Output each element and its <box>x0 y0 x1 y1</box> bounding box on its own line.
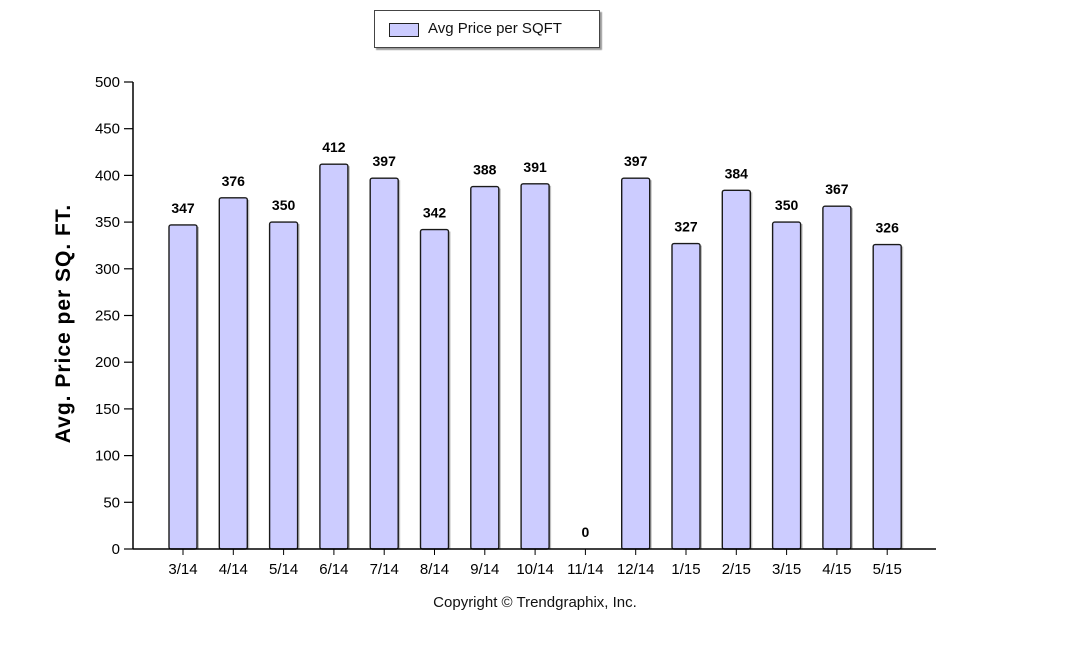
bar-9/14 <box>470 185 500 550</box>
bar-5/15 <box>872 243 902 550</box>
y-tick-label: 300 <box>95 261 120 278</box>
bar-3/14 <box>168 224 198 550</box>
data-label: 0 <box>582 524 590 540</box>
x-tick-label: 3/14 <box>168 561 197 578</box>
legend: Avg Price per SQFT <box>374 10 600 48</box>
x-tick-label: 9/14 <box>470 561 499 578</box>
x-tick-label: 11/14 <box>567 561 603 578</box>
bar-5/14 <box>268 221 299 550</box>
y-tick-label: 500 <box>95 74 120 91</box>
data-label: 326 <box>876 220 900 236</box>
x-tick-label: 5/14 <box>269 561 298 578</box>
data-label: 391 <box>523 159 547 175</box>
bar-3/15 <box>771 221 802 550</box>
bar-4/15 <box>822 205 852 550</box>
x-tick-label: 4/15 <box>822 561 851 578</box>
y-axis-title: Avg. Price per SQ. FT. <box>52 204 75 443</box>
bar-1/15 <box>671 242 701 550</box>
y-tick-label: 350 <box>95 214 120 231</box>
x-tick-label: 7/14 <box>370 561 399 578</box>
x-tick-label: 10/14 <box>516 561 554 578</box>
bar-7/14 <box>369 177 399 550</box>
x-tick-label: 4/14 <box>219 561 248 578</box>
y-tick-label: 200 <box>95 354 120 371</box>
bar-4/14 <box>218 197 249 550</box>
data-label: 327 <box>674 219 698 235</box>
y-tick-label: 400 <box>95 167 120 184</box>
bar-2/15 <box>721 189 751 550</box>
data-label: 412 <box>322 139 346 155</box>
data-label: 397 <box>373 153 397 169</box>
data-label: 397 <box>624 153 648 169</box>
y-tick-label: 250 <box>95 308 120 325</box>
data-label: 342 <box>423 205 447 221</box>
data-label: 350 <box>775 197 799 213</box>
legend-label: Avg Price per SQFT <box>428 20 562 37</box>
bar-8/14 <box>419 228 450 550</box>
x-tick-label: 2/15 <box>722 561 751 578</box>
x-tick-label: 5/15 <box>873 561 902 578</box>
y-tick-label: 50 <box>103 494 120 511</box>
data-label: 350 <box>272 197 296 213</box>
data-label: 347 <box>171 200 195 216</box>
x-tick-label: 3/15 <box>772 561 801 578</box>
x-tick-label: 6/14 <box>319 561 348 578</box>
bar-10/14 <box>520 183 550 550</box>
legend-swatch <box>389 23 419 37</box>
copyright-text: Copyright © Trendgraphix, Inc. <box>433 594 637 611</box>
bar-12/14 <box>621 177 651 550</box>
data-label: 388 <box>473 162 497 178</box>
x-tick-label: 8/14 <box>420 561 449 578</box>
bar-6/14 <box>319 163 349 550</box>
y-tick-label: 100 <box>95 448 120 465</box>
y-tick-label: 450 <box>95 121 120 138</box>
y-tick-label: 0 <box>112 541 120 558</box>
y-tick-label: 150 <box>95 401 120 418</box>
data-label: 367 <box>825 181 849 197</box>
data-label: 376 <box>222 173 246 189</box>
x-tick-label: 1/15 <box>671 561 700 578</box>
data-label: 384 <box>725 165 749 181</box>
x-tick-label: 12/14 <box>617 561 655 578</box>
